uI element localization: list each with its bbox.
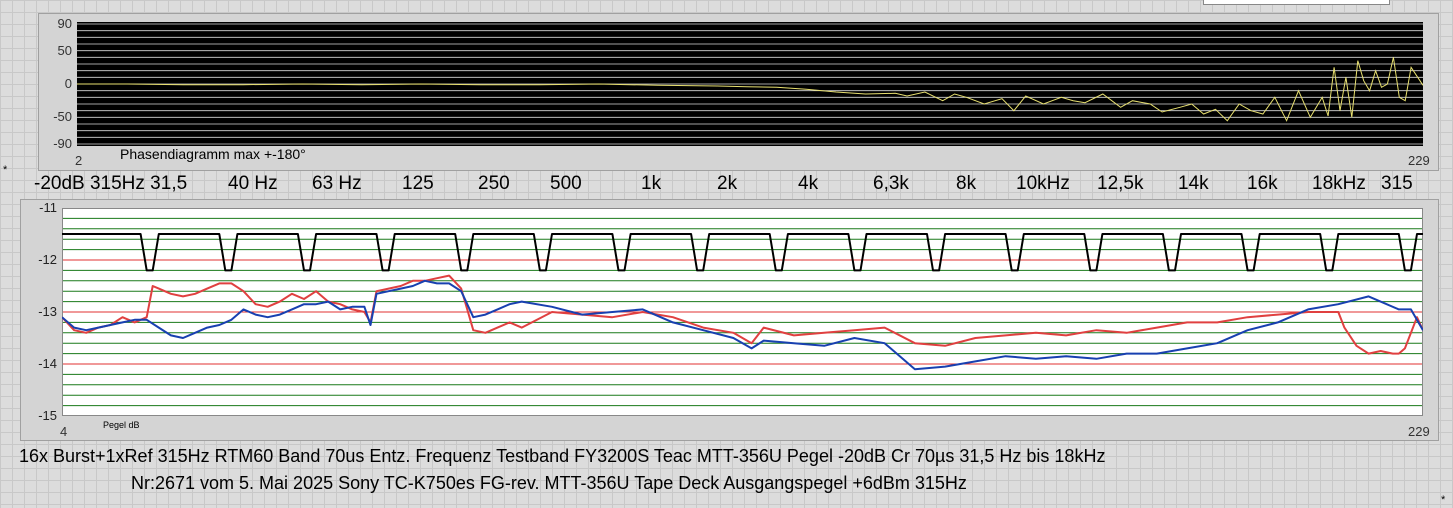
phase-x-start: 2 [75,153,83,168]
frequency-label: 8k [956,173,977,194]
level-y-tick-label: -14 [38,356,57,371]
level-frame [62,208,1423,416]
left-channel-trace [62,274,1423,355]
phase-series-line [77,57,1423,122]
frequency-label: 500 [550,173,582,194]
burst-reference-trace [62,233,1423,272]
frequency-label: 10kHz [1016,173,1070,194]
phase-y-tick-label: 90 [57,16,72,31]
level-x-start: 4 [60,424,68,439]
level-y-tick-label: -11 [39,200,57,215]
frequency-label: 16k [1247,173,1278,194]
level-plot [62,208,1423,416]
frequency-label: -20dB 315Hz 31,5 [34,173,188,194]
footer-line-1: 16x Burst+1xRef 315Hz RTM60 Band 70us En… [19,446,1106,466]
right-channel-trace [62,279,1423,371]
frequency-label: 40 Hz [228,173,278,194]
frequency-label: 250 [478,173,510,194]
footer-line-2: Nr:2671 vom 5. Mai 2025 Sony TC-K750es F… [131,473,967,493]
level-x-end: 229 [1408,424,1430,439]
phase-y-tick-label: 50 [57,43,72,58]
frequency-label: 18kHz [1312,173,1366,194]
phase-x-end: 229 [1408,153,1430,168]
phase-caption: Phasendiagramm max +-180° [120,146,306,162]
frequency-label: 12,5k [1097,173,1144,194]
frequency-label: 14k [1178,173,1209,194]
top-right-box [1203,0,1390,5]
level-y-tick-label: -12 [38,252,57,267]
frequency-label: 1k [641,173,662,194]
left-marker: * [3,164,8,176]
level-y-tick-label: -15 [38,408,57,423]
phase-plot [77,22,1423,146]
level-y-tick-label: -13 [38,304,57,319]
phase-y-tick-label: -50 [53,109,72,124]
frequency-label: 315 [1381,173,1413,194]
frequency-label: 125 [402,173,434,194]
phase-y-tick-label: 0 [64,76,72,91]
frequency-label: 4k [798,173,819,194]
frequency-label: 2k [717,173,738,194]
level-ylabel: Pegel dB [103,420,140,430]
frequency-label: 63 Hz [312,173,362,194]
phase-y-tick-label: -90 [53,136,72,151]
frequency-label: 6,3k [873,173,909,194]
corner-marker: * [1441,494,1446,506]
